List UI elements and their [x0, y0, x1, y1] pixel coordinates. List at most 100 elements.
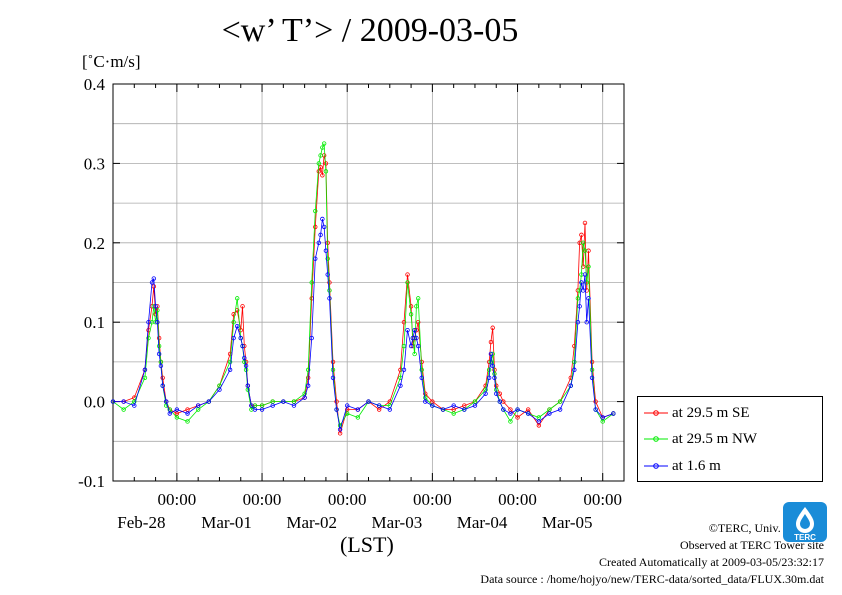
series-point-1 — [327, 288, 332, 293]
series-point-0 — [415, 320, 421, 325]
series-point-2 — [252, 407, 258, 412]
series-point-2 — [160, 383, 165, 388]
series-point-2 — [337, 427, 343, 432]
series-point-2 — [486, 375, 492, 380]
series-point-1 — [325, 256, 330, 261]
series-point-2 — [323, 248, 329, 253]
series-point-2 — [398, 383, 403, 388]
series-point-2 — [164, 399, 169, 404]
x-tick-date-label: Mar-02 — [286, 513, 337, 532]
series-point-2 — [238, 335, 243, 341]
y-tick-label: 0.1 — [84, 313, 105, 332]
series-point-1 — [309, 280, 314, 285]
series-point-2 — [240, 343, 245, 349]
series-point-0 — [323, 161, 329, 166]
footer-source: Data source : /home/hojyo/new/TERC-data/… — [480, 572, 824, 586]
series-point-2 — [579, 280, 584, 285]
series-point-1 — [231, 320, 236, 325]
legend: at 29.5 m SE at 29.5 m NW at 1.6 m — [637, 396, 823, 482]
series-point-0 — [238, 327, 243, 333]
series-point-2 — [490, 363, 495, 369]
y-tick-label: 0.2 — [84, 234, 105, 253]
series-point-2 — [586, 296, 591, 301]
series-point-2 — [401, 367, 407, 373]
series-point-2 — [309, 335, 314, 341]
series-point-2 — [259, 407, 265, 412]
series-point-0 — [160, 375, 165, 380]
series-line-2 — [113, 218, 614, 430]
x-tick-time-label: 00:00 — [328, 490, 367, 509]
chart-title: <w’ T’> / 2009-03-05 — [221, 12, 519, 49]
series-point-2 — [611, 411, 616, 416]
series-point-1 — [575, 296, 581, 301]
y-tick-label: 0.4 — [84, 75, 106, 94]
series-point-2 — [320, 216, 325, 222]
series-point-2 — [153, 304, 158, 309]
series-point-1 — [355, 415, 361, 420]
series-point-2 — [155, 320, 160, 325]
footer-created: Created Automatically at 2009-03-05/23:3… — [599, 555, 824, 569]
series-point-2 — [132, 403, 137, 408]
series-point-2 — [302, 395, 307, 400]
series-point-2 — [497, 399, 502, 404]
series-point-2 — [206, 399, 212, 404]
series-point-2 — [582, 272, 588, 277]
x-tick-time-label: 00:00 — [158, 490, 197, 509]
series-point-2 — [321, 224, 327, 230]
series-point-1 — [419, 367, 424, 373]
series-point-2 — [325, 272, 330, 277]
series-point-1 — [415, 296, 421, 301]
series-point-2 — [423, 399, 428, 404]
series-point-2 — [557, 407, 563, 412]
series-point-2 — [231, 335, 236, 341]
series-point-0 — [305, 375, 311, 380]
series-point-0 — [316, 169, 322, 174]
series-point-2 — [462, 407, 467, 412]
series-point-2 — [305, 383, 311, 388]
series-point-2 — [414, 335, 419, 341]
series-point-1 — [323, 169, 329, 174]
series-point-2 — [419, 375, 424, 380]
series-point-2 — [355, 407, 361, 412]
series-point-2 — [536, 419, 542, 424]
series-point-0 — [320, 173, 325, 178]
series-point-1 — [305, 367, 311, 373]
series-point-1 — [155, 308, 160, 313]
series-point-2 — [440, 407, 446, 412]
series-point-2 — [508, 411, 513, 416]
series-point-1 — [586, 264, 591, 269]
series-point-2 — [547, 411, 552, 416]
series-point-0 — [231, 312, 236, 317]
series-point-2 — [387, 407, 392, 412]
series-point-0 — [240, 304, 245, 309]
series-point-2 — [593, 407, 598, 412]
y-axis-unit: [˚C·m/s] — [82, 52, 141, 71]
series-point-0 — [580, 264, 586, 269]
series-point-1 — [142, 375, 148, 380]
series-point-1 — [557, 399, 563, 404]
series-point-0 — [405, 272, 410, 277]
series-point-0 — [408, 304, 414, 309]
series-point-0 — [515, 415, 520, 420]
series-point-2 — [291, 403, 297, 408]
series-point-2 — [243, 363, 249, 369]
y-tick-label: -0.1 — [78, 472, 105, 491]
x-tick-date-label: Mar-03 — [372, 513, 423, 532]
series-point-0 — [490, 325, 495, 330]
series-point-2 — [242, 355, 247, 361]
series-point-2 — [146, 320, 151, 325]
series-point-1 — [582, 248, 588, 253]
series-point-2 — [156, 351, 162, 357]
series-point-1 — [414, 304, 419, 309]
series-point-1 — [318, 153, 323, 158]
series-point-2 — [577, 304, 582, 309]
series-point-1 — [227, 359, 233, 365]
legend-label-surface: at 1.6 m — [672, 457, 721, 474]
series-point-2 — [376, 403, 382, 408]
series-point-1 — [174, 415, 180, 420]
series-point-2 — [501, 407, 506, 412]
series-point-2 — [334, 407, 339, 412]
series-point-2 — [494, 391, 499, 396]
x-tick-date-label: Mar-04 — [457, 513, 508, 532]
series-point-2 — [185, 411, 190, 416]
